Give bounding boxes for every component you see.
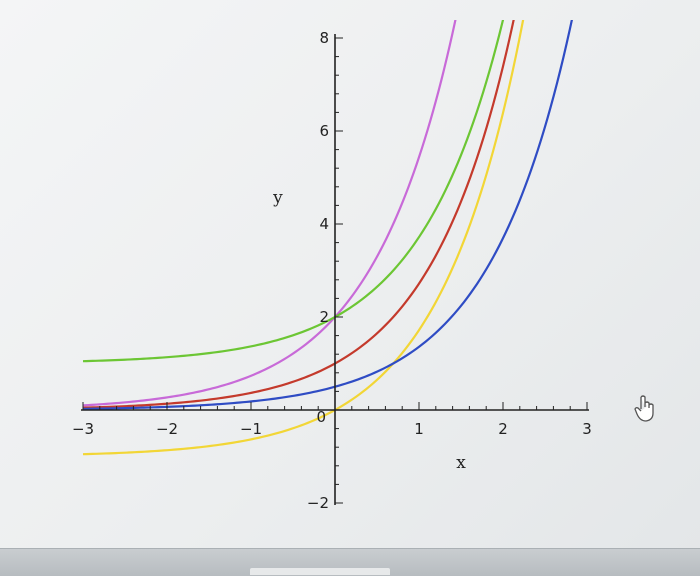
x-tick-label: −2 xyxy=(156,420,178,438)
y-tick-label: 6 xyxy=(319,122,329,140)
series-line-3 xyxy=(82,20,515,409)
series-line-5 xyxy=(82,20,573,410)
x-tick-label: −3 xyxy=(72,420,94,438)
x-axis-label: x xyxy=(456,453,466,473)
origin-label: 0 xyxy=(316,408,326,426)
axes-layer xyxy=(81,34,589,505)
x-tick-label: −1 xyxy=(240,420,262,438)
bottom-tab xyxy=(250,568,390,575)
y-tick-label: −2 xyxy=(307,494,329,512)
x-tick-label: 1 xyxy=(414,420,424,438)
y-tick-label: 8 xyxy=(319,29,329,47)
series-layer xyxy=(82,20,573,456)
y-axis-label: y xyxy=(272,188,283,208)
y-tick-label: 4 xyxy=(319,215,329,233)
x-tick-label: 3 xyxy=(582,420,592,438)
labels-layer: −3 −2 −1 1 2 3 −2 2 4 6 8 0 x y xyxy=(72,29,592,512)
y-tick-label: 2 xyxy=(319,308,329,326)
x-tick-label: 2 xyxy=(498,420,508,438)
series-line-1 xyxy=(82,20,457,407)
series-line-4 xyxy=(82,20,525,456)
plot-area: −3 −2 −1 1 2 3 −2 2 4 6 8 0 x y xyxy=(72,20,592,512)
hand-pointer-icon xyxy=(632,394,658,424)
series-line-2 xyxy=(82,20,505,363)
